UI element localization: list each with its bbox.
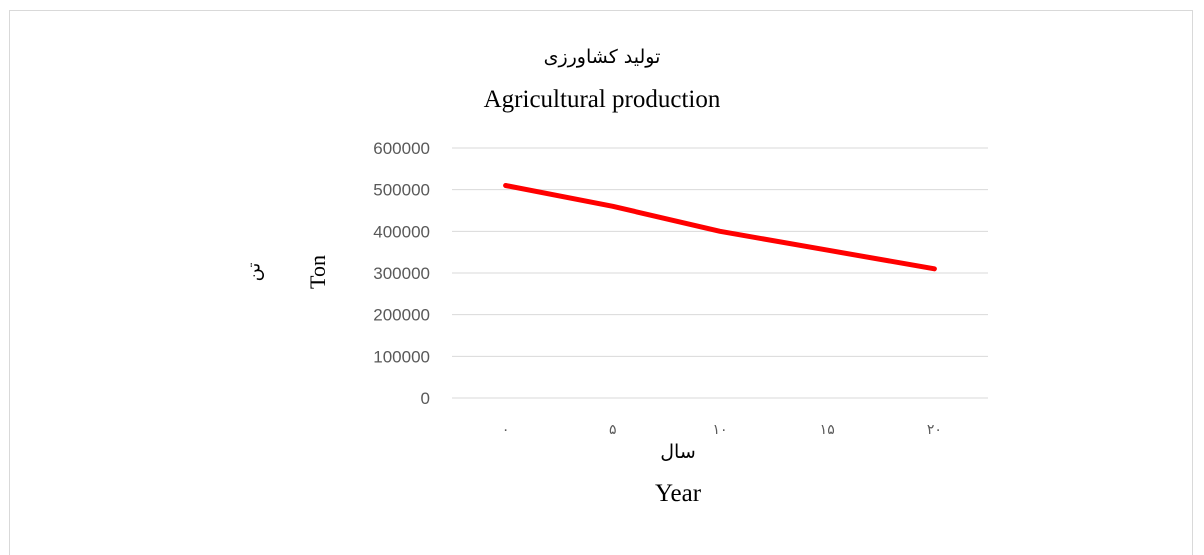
x-tick-label: ۱۰ xyxy=(712,422,727,438)
y-tick-label: 0 xyxy=(421,389,430,408)
y-tick-label: 100000 xyxy=(373,347,430,366)
y-tick-label: 400000 xyxy=(373,222,430,241)
x-axis-label: سال xyxy=(660,441,696,463)
x-tick-label: ۲۰ xyxy=(927,422,942,438)
y-tick-label: 500000 xyxy=(373,181,430,200)
y-tick-label: 600000 xyxy=(373,139,430,158)
chart-subtitle: Agricultural production xyxy=(483,86,721,113)
x-tick-label: ۵ xyxy=(609,422,617,438)
chart-title: تولید کشاورزی xyxy=(543,46,661,68)
chart-area xyxy=(9,10,1193,555)
y-tick-label: 200000 xyxy=(373,306,430,325)
x-axis-label-en: Year xyxy=(654,480,702,507)
y-tick-label: 300000 xyxy=(373,264,430,283)
x-tick-label: ۱۵ xyxy=(820,422,835,438)
series-line xyxy=(503,183,937,272)
x-tick-label: ۰ xyxy=(502,422,510,438)
